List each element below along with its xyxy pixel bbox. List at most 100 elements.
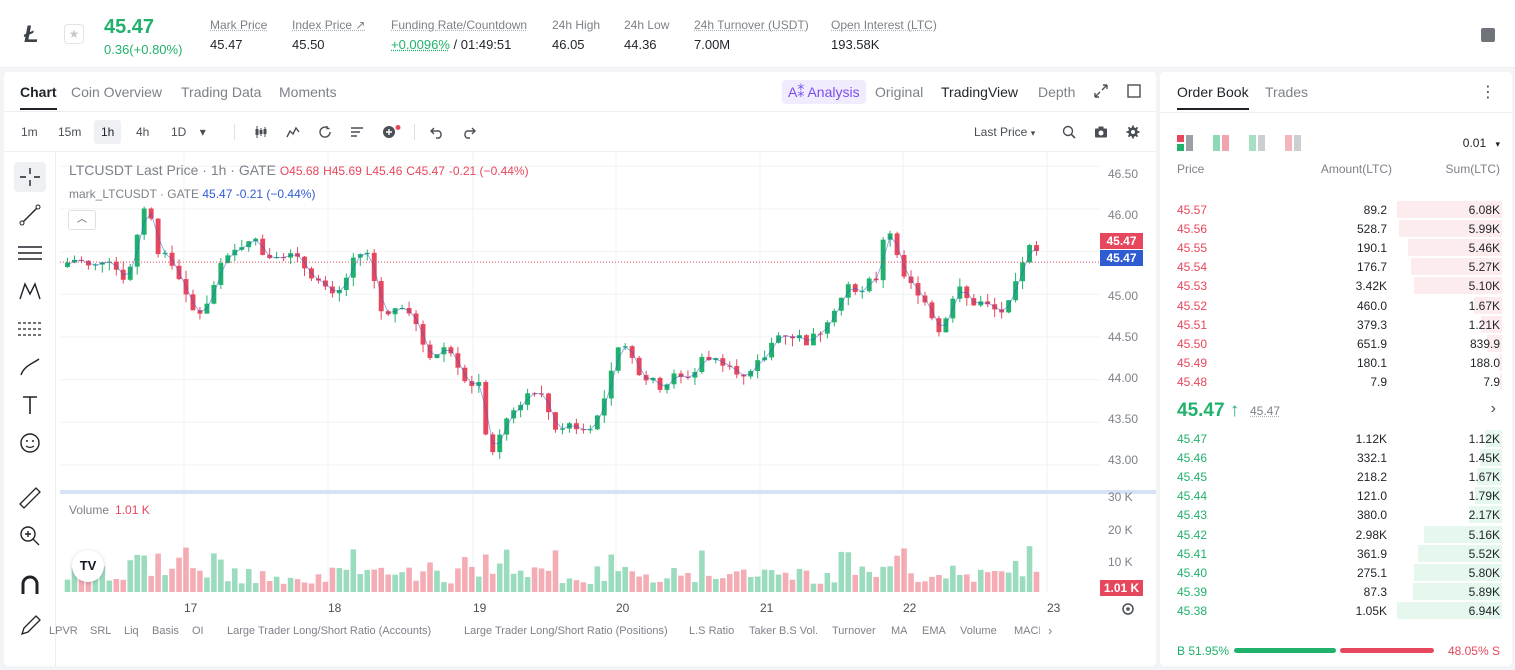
bid-row[interactable]: 45.43 380.0 2.17K <box>1160 505 1512 524</box>
chevron-right-icon[interactable]: › <box>1490 400 1496 417</box>
timeframe-1m[interactable]: 1m <box>21 125 38 139</box>
indicator-srl[interactable]: SRL <box>90 625 112 637</box>
favorite-star-icon[interactable]: ★ <box>64 24 84 44</box>
view-asks-icon[interactable] <box>1285 135 1301 151</box>
indicator-ema[interactable]: EMA <box>922 625 946 637</box>
ask-row[interactable]: 45.48 7.9 7.9 <box>1160 372 1512 391</box>
price-type-select[interactable]: Last Price ▾ <box>974 125 1036 139</box>
chevron-right-icon[interactable]: › <box>1048 623 1053 638</box>
bid-row[interactable]: 45.42 2.98K 5.16K <box>1160 525 1512 544</box>
indicator-volume[interactable]: Volume <box>960 625 997 637</box>
tab-moments[interactable]: Moments <box>279 84 337 100</box>
stat-index-price[interactable]: Index Price ↗ 45.50 <box>292 18 366 52</box>
y-tick: 44.50 <box>1108 330 1139 344</box>
tab-order-book[interactable]: Order Book <box>1177 84 1249 110</box>
search-icon[interactable] <box>1062 125 1076 139</box>
ask-price: 45.50 <box>1177 336 1208 351</box>
bid-row[interactable]: 45.40 275.1 5.80K <box>1160 563 1512 582</box>
tab-chart[interactable]: Chart <box>20 84 57 110</box>
depth-bar <box>1473 296 1502 314</box>
depth-bar <box>1407 239 1502 257</box>
ask-row[interactable]: 45.53 3.42K 5.10K <box>1160 276 1512 295</box>
pattern-icon[interactable] <box>14 276 46 306</box>
view-split-icon[interactable] <box>1213 135 1229 151</box>
ask-row[interactable]: 45.56 528.7 5.99K <box>1160 219 1512 238</box>
indicator-lpvr[interactable]: LPVR <box>49 625 78 637</box>
undo-icon[interactable] <box>430 125 444 139</box>
emoji-icon[interactable] <box>14 428 46 458</box>
indicator-oi[interactable]: OI <box>192 625 204 637</box>
price-chart[interactable] <box>60 152 1156 622</box>
view-both-icon[interactable] <box>1177 135 1193 151</box>
ruler-icon[interactable] <box>14 482 46 512</box>
camera-icon[interactable] <box>1094 125 1108 139</box>
timeframe-1h[interactable]: 1h <box>94 120 122 144</box>
bid-row[interactable]: 45.39 87.3 5.89K <box>1160 582 1512 601</box>
indicator-basis[interactable]: Basis <box>152 625 179 637</box>
ask-row[interactable]: 45.55 190.1 5.46K <box>1160 238 1512 257</box>
bid-row[interactable]: 45.44 121.0 1.79K <box>1160 486 1512 505</box>
volume-bar <box>845 552 852 592</box>
ask-row[interactable]: 45.49 180.1 188.0 <box>1160 353 1512 372</box>
indicator-turnover[interactable]: Turnover <box>832 625 876 637</box>
pencil-lock-icon[interactable] <box>14 610 46 640</box>
candles-icon[interactable] <box>254 125 268 139</box>
horizontal-lines-icon[interactable] <box>14 238 46 268</box>
more-options-icon[interactable]: ⋮ <box>1480 84 1496 101</box>
ask-row[interactable]: 45.51 379.3 1.21K <box>1160 315 1512 334</box>
magnet-icon[interactable] <box>14 570 46 600</box>
collapse-legend-button[interactable]: ︿ <box>68 210 96 230</box>
text-icon[interactable] <box>14 390 46 420</box>
bid-row[interactable]: 45.46 332.1 1.45K <box>1160 448 1512 467</box>
book-icon[interactable] <box>1481 28 1495 42</box>
brush-icon[interactable] <box>14 352 46 382</box>
ask-row[interactable]: 45.57 89.2 6.08K <box>1160 200 1512 219</box>
timeframe-4h[interactable]: 4h <box>136 125 150 139</box>
tab-coin-overview[interactable]: Coin Overview <box>71 84 163 100</box>
indicator-liq[interactable]: Liq <box>124 625 139 637</box>
depth-bar <box>1418 544 1502 562</box>
tab-trades[interactable]: Trades <box>1265 84 1309 100</box>
timeframe-15m[interactable]: 15m <box>58 125 82 139</box>
bid-row[interactable]: 45.41 361.9 5.52K <box>1160 544 1512 563</box>
vol-tick: 30 K <box>1108 490 1133 504</box>
templates-icon[interactable] <box>350 125 364 139</box>
stat-24h-low: 24h Low 44.36 <box>624 18 670 52</box>
indicator-ma[interactable]: MA <box>891 625 908 637</box>
expand-icon[interactable] <box>1094 84 1108 98</box>
bid-row[interactable]: 45.38 1.05K 6.94K <box>1160 601 1512 620</box>
bid-row[interactable]: 45.45 218.2 1.67K <box>1160 467 1512 486</box>
indicator-ls-ratio[interactable]: L.S Ratio <box>689 625 735 637</box>
timeframe-1d[interactable]: 1D ▾ <box>171 125 206 139</box>
y-tick: 46.50 <box>1108 167 1139 181</box>
ask-row[interactable]: 45.52 460.0 1.67K <box>1160 296 1512 315</box>
bid-price: 45.45 <box>1177 470 1208 485</box>
ai-analysis-button[interactable]: A⁑ Analysis <box>782 80 866 104</box>
refresh-icon[interactable] <box>318 125 332 139</box>
indicator-ltlsr-accounts[interactable]: Large Trader Long/Short Ratio (Accounts) <box>227 625 432 637</box>
ask-row[interactable]: 45.54 176.7 5.27K <box>1160 257 1512 276</box>
window-icon[interactable] <box>1127 84 1141 98</box>
volume-bar <box>922 581 928 592</box>
crosshair-icon[interactable] <box>14 162 46 192</box>
indicator-ltlsr-positions[interactable]: Large Trader Long/Short Ratio (Positions… <box>464 625 668 637</box>
zoom-in-icon[interactable] <box>14 520 46 550</box>
trend-line-icon[interactable] <box>14 200 46 230</box>
bid-row[interactable]: 45.47 1.12K 1.12K <box>1160 429 1512 448</box>
axis-settings-icon[interactable] <box>1120 601 1136 617</box>
add-alert-icon[interactable] <box>382 125 402 139</box>
indicator-taker-bs-vol[interactable]: Taker B.S Vol. <box>749 625 819 637</box>
view-depth[interactable]: Depth <box>1038 84 1076 100</box>
indicator-macd[interactable]: MACD <box>1014 625 1040 637</box>
view-original[interactable]: Original <box>875 84 924 100</box>
ask-row[interactable]: 45.50 651.9 839.9 <box>1160 334 1512 353</box>
view-bids-icon[interactable] <box>1249 135 1265 151</box>
gear-icon[interactable] <box>1126 125 1140 139</box>
indicators-icon[interactable] <box>286 125 300 139</box>
volume-bar <box>496 563 503 592</box>
view-tradingview[interactable]: TradingView <box>941 84 1019 100</box>
precision-select[interactable]: 0.01 ▾ <box>1462 136 1500 150</box>
redo-icon[interactable] <box>462 125 476 139</box>
tab-trading-data[interactable]: Trading Data <box>181 84 262 100</box>
fib-icon[interactable] <box>14 314 46 344</box>
